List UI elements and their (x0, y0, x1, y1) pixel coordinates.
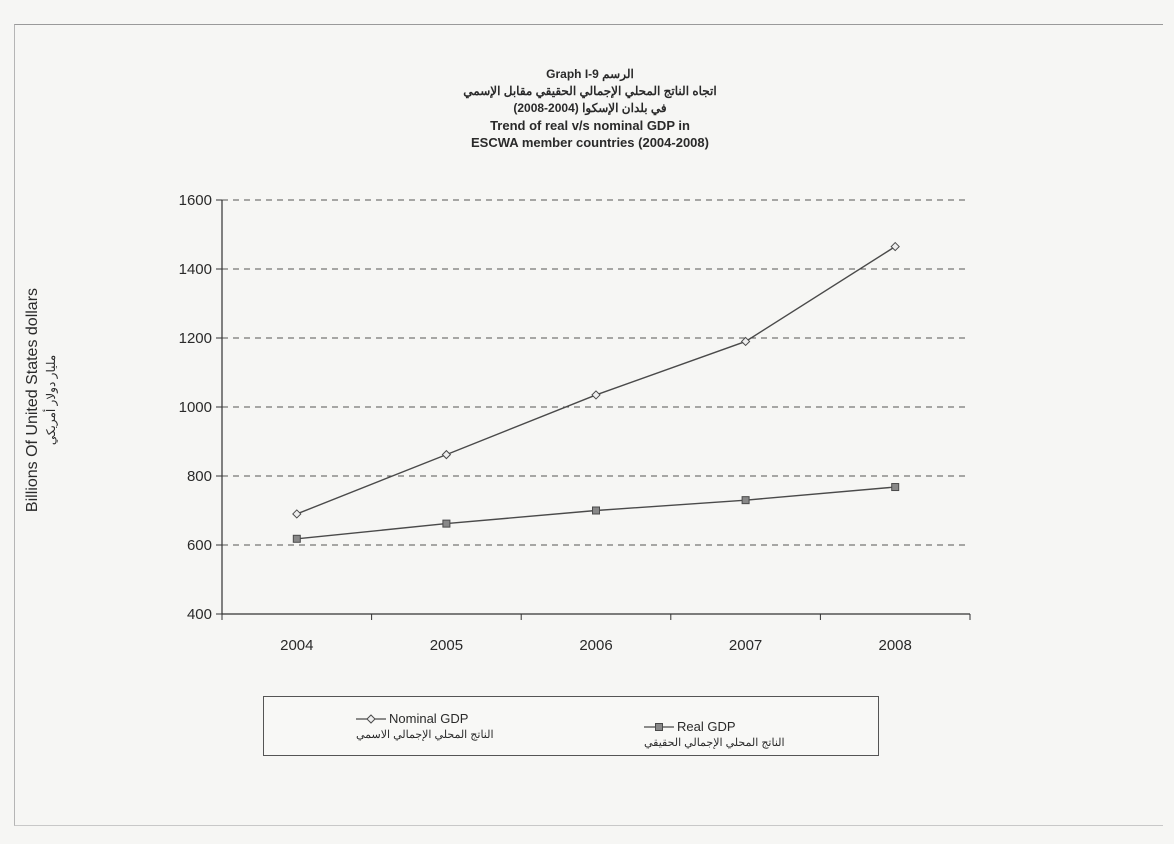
point-real-2005 (442, 519, 451, 528)
series (292, 241, 900, 543)
y-tick-labels: 400 600 800 1000 1200 1400 1600 (179, 192, 212, 623)
x-tick-label-2006: 2006 (579, 637, 612, 654)
point-nominal-2004 (292, 509, 302, 519)
x-tick-label-2008: 2008 (879, 637, 912, 654)
title-line-2: اتجاه الناتج المحلي الإجمالي الحقيقي مقا… (463, 84, 717, 98)
page-frame (14, 24, 1163, 826)
y-tick-label-1400: 1400 (179, 261, 212, 278)
y-tick-label-1600: 1600 (179, 192, 212, 209)
legend-swatch-real (644, 722, 674, 731)
y-tick-label-1200: 1200 (179, 330, 212, 347)
point-nominal-2007 (740, 336, 751, 347)
title-line-4: Trend of real v/s nominal GDP in (490, 118, 690, 133)
x-tick-labels: 2004 2005 2006 2007 2008 (280, 637, 912, 654)
legend-label-real-arabic: الناتج المحلي الإجمالي الحقيقي (644, 737, 785, 749)
y-tick-label-600: 600 (187, 537, 212, 554)
series-line-nominal (296, 245, 896, 515)
point-nominal-2008 (890, 241, 900, 252)
y-tick-label-400: 400 (187, 606, 212, 623)
legend-label-nominal: Nominal GDP (389, 711, 469, 726)
axes (216, 199, 971, 620)
legend-swatch-nominal (356, 713, 386, 724)
point-real-2008 (891, 483, 900, 492)
legend-entry-nominal: Nominal GDP الناتج المحلي الإجمالي الاسم… (356, 711, 494, 741)
point-nominal-2005 (441, 449, 452, 460)
gridlines (222, 199, 970, 546)
legend-label-real: Real GDP (677, 719, 736, 734)
point-real-2004 (292, 534, 301, 543)
y-tick-label-1000: 1000 (179, 399, 212, 416)
point-nominal-2006 (591, 390, 601, 400)
title-line-5: ESCWA member countries (2004-2008) (471, 135, 709, 150)
title-line-1: الرسم Graph I-9 (546, 67, 634, 81)
chart-title: الرسم Graph I-9 اتجاه الناتج المحلي الإج… (380, 66, 800, 151)
y-tick-label-800: 800 (187, 468, 212, 485)
point-real-2007 (741, 496, 750, 505)
title-line-3: في بلدان الإسكوا (2004-2008) (513, 101, 667, 115)
x-tick-label-2005: 2005 (430, 637, 463, 654)
x-tick-label-2007: 2007 (729, 637, 762, 654)
x-tick-label-2004: 2004 (280, 637, 313, 654)
point-real-2006 (592, 506, 600, 515)
legend-label-nominal-arabic: الناتج المحلي الإجمالي الاسمي (356, 729, 494, 741)
legend-entry-real: Real GDP الناتج المحلي الإجمالي الحقيقي (644, 719, 785, 749)
legend: Nominal GDP الناتج المحلي الإجمالي الاسم… (263, 696, 879, 756)
